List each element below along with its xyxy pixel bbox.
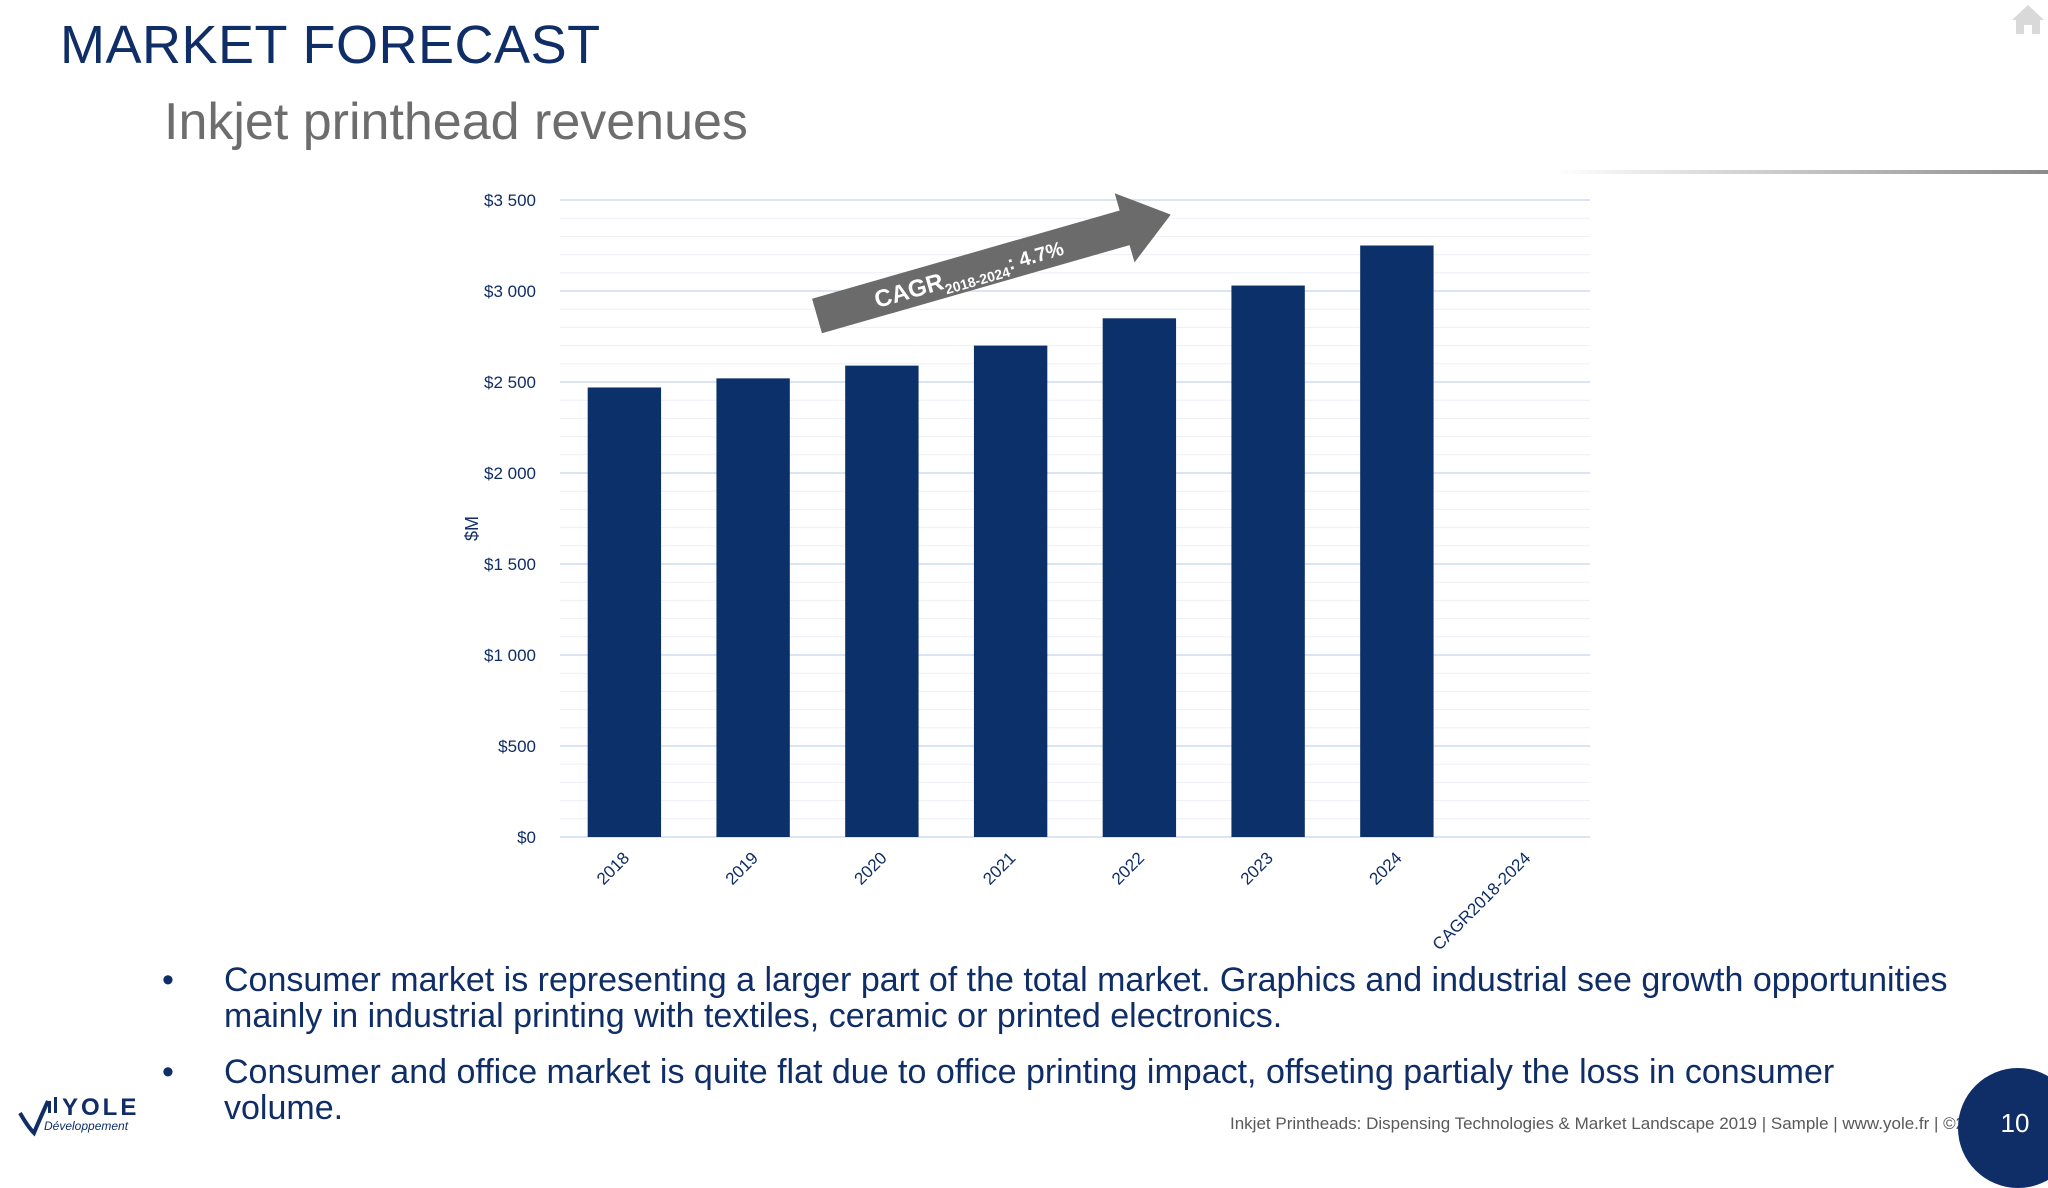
bar (973, 345, 1048, 837)
x-tick-label: 2021 (979, 848, 1019, 888)
revenue-bar-chart: $0 $500 $1 000 $1 500 $2 000 $2 500 $3 000 $3 5… (440, 180, 1620, 970)
slide-subtitle: Inkjet printhead revenues (164, 93, 748, 151)
y-tick-label: $2 000 (484, 464, 536, 483)
y-tick-label: $1 000 (484, 646, 536, 665)
bar (1102, 318, 1177, 837)
x-tick-label: 2022 (1108, 848, 1148, 888)
y-tick-label: $2 500 (484, 373, 536, 392)
bar (587, 387, 662, 837)
y-tick-label: $3 000 (484, 282, 536, 301)
y-axis-label: $M (462, 516, 482, 541)
bar (716, 378, 790, 837)
x-tick-label: 2019 (722, 848, 762, 888)
chart-svg: $0 $500 $1 000 $1 500 $2 000 $2 500 $3 000 $3 5… (462, 191, 1590, 954)
logo-tagline: Développement (44, 1119, 129, 1133)
logo-name: YOLE (62, 1094, 139, 1121)
page-number: 10 (2000, 1108, 2030, 1138)
x-tick-label: 2023 (1237, 848, 1277, 888)
bar (1360, 245, 1434, 837)
y-tick-label: $0 (517, 828, 536, 847)
bullet-symbol: • (162, 1053, 174, 1091)
cagr-arrow (812, 193, 1171, 334)
bullet-item: • Consumer and office market is quite fl… (160, 1054, 1960, 1126)
decorative-line (1555, 170, 2048, 174)
x-tick-label: 2024 (1366, 848, 1406, 888)
bullet-text: Consumer and office market is quite flat… (224, 1053, 1835, 1127)
bullet-text: Consumer market is representing a larger… (224, 961, 1948, 1035)
bullet-item: • Consumer market is representing a larg… (160, 962, 1960, 1034)
bullet-list: • Consumer market is representing a larg… (160, 962, 1960, 1146)
home-icon[interactable] (2008, 0, 2048, 40)
bar (845, 365, 919, 837)
y-tick-label: $500 (498, 737, 536, 756)
y-tick-label: $1 500 (484, 555, 536, 574)
x-tick-label: CAGR2018-2024 (1429, 848, 1535, 954)
gridlines (560, 199, 1590, 838)
footer-text: Inkjet Printheads: Dispensing Technologi… (1230, 1114, 1994, 1133)
x-tick-label: 2018 (593, 848, 633, 888)
yole-logo: YOLE Développement (18, 1094, 139, 1137)
bullet-symbol: • (162, 961, 174, 999)
bar (1231, 285, 1305, 837)
x-tick-label: 2020 (851, 848, 891, 888)
y-tick-label: $3 500 (484, 191, 536, 210)
slide-title: MARKET FORECAST (60, 15, 601, 75)
